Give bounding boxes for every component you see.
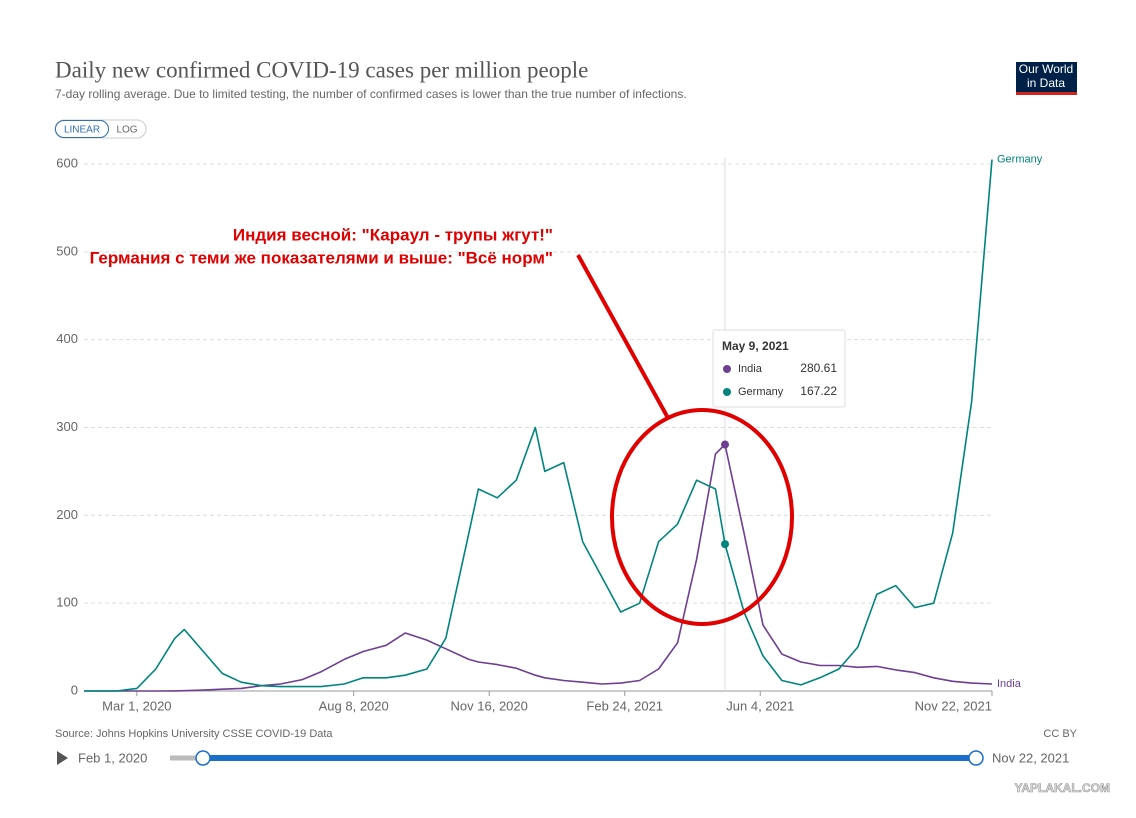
linear-button[interactable] <box>55 120 109 138</box>
annotation-circle <box>610 408 794 626</box>
timeline-end: Nov 22, 2021 <box>992 750 1069 765</box>
timeline-handle[interactable] <box>968 750 984 766</box>
play-button[interactable] <box>57 751 68 765</box>
timeline-handle[interactable] <box>195 750 211 766</box>
series-line <box>84 443 993 692</box>
tooltip-name: India <box>738 363 763 375</box>
series-label: Germany <box>997 154 1043 166</box>
hover-point <box>721 540 730 549</box>
chart-subtitle: 7-day rolling average. Due to limited te… <box>55 87 687 101</box>
y-tick-label: 100 <box>56 595 78 610</box>
annotation: Германия с теми же показателями и выше: … <box>90 248 553 267</box>
log-label[interactable]: LOG <box>116 125 137 136</box>
logo-text: in Data <box>1027 76 1065 90</box>
timeline-start: Feb 1, 2020 <box>78 750 147 765</box>
tooltip-swatch <box>723 388 731 396</box>
x-tick-label: Nov 22, 2021 <box>915 698 992 713</box>
watermark: YAPLAKAL.COM <box>1014 781 1110 795</box>
x-tick-label: Nov 16, 2020 <box>451 698 528 713</box>
hover-point <box>721 440 730 449</box>
y-tick-label: 200 <box>56 507 78 522</box>
y-tick-label: 0 <box>71 682 78 697</box>
tooltip-swatch <box>723 365 731 373</box>
logo-text: Our World <box>1019 62 1073 76</box>
x-tick-label: Aug 8, 2020 <box>319 698 389 713</box>
x-tick-label: Jun 4, 2021 <box>726 698 794 713</box>
series-label: India <box>997 678 1022 690</box>
series-line <box>84 159 993 692</box>
chart-title: Daily new confirmed COVID-19 cases per m… <box>55 57 588 82</box>
tooltip-value: 280.61 <box>800 361 837 375</box>
tooltip-name: Germany <box>738 386 784 398</box>
y-tick-label: 400 <box>56 331 78 346</box>
y-tick-label: 300 <box>56 419 78 434</box>
annotation-pointer <box>576 254 670 419</box>
y-tick-label: 500 <box>56 243 78 258</box>
annotation: Индия весной: "Караул - трупы жгут!" <box>233 225 553 244</box>
tooltip-date: May 9, 2021 <box>722 339 789 353</box>
logo-bar <box>1016 92 1077 95</box>
tooltip-box <box>712 329 846 408</box>
linear-label: LINEAR <box>64 125 100 136</box>
logo-box[interactable] <box>1016 62 1077 95</box>
tooltip-value: 167.22 <box>800 384 837 398</box>
y-tick-label: 600 <box>56 155 78 170</box>
source: Source: Johns Hopkins University CSSE CO… <box>55 728 333 740</box>
x-tick-label: Feb 24, 2021 <box>586 698 663 713</box>
license: CC BY <box>1043 728 1077 740</box>
x-tick-label: Mar 1, 2020 <box>102 698 171 713</box>
